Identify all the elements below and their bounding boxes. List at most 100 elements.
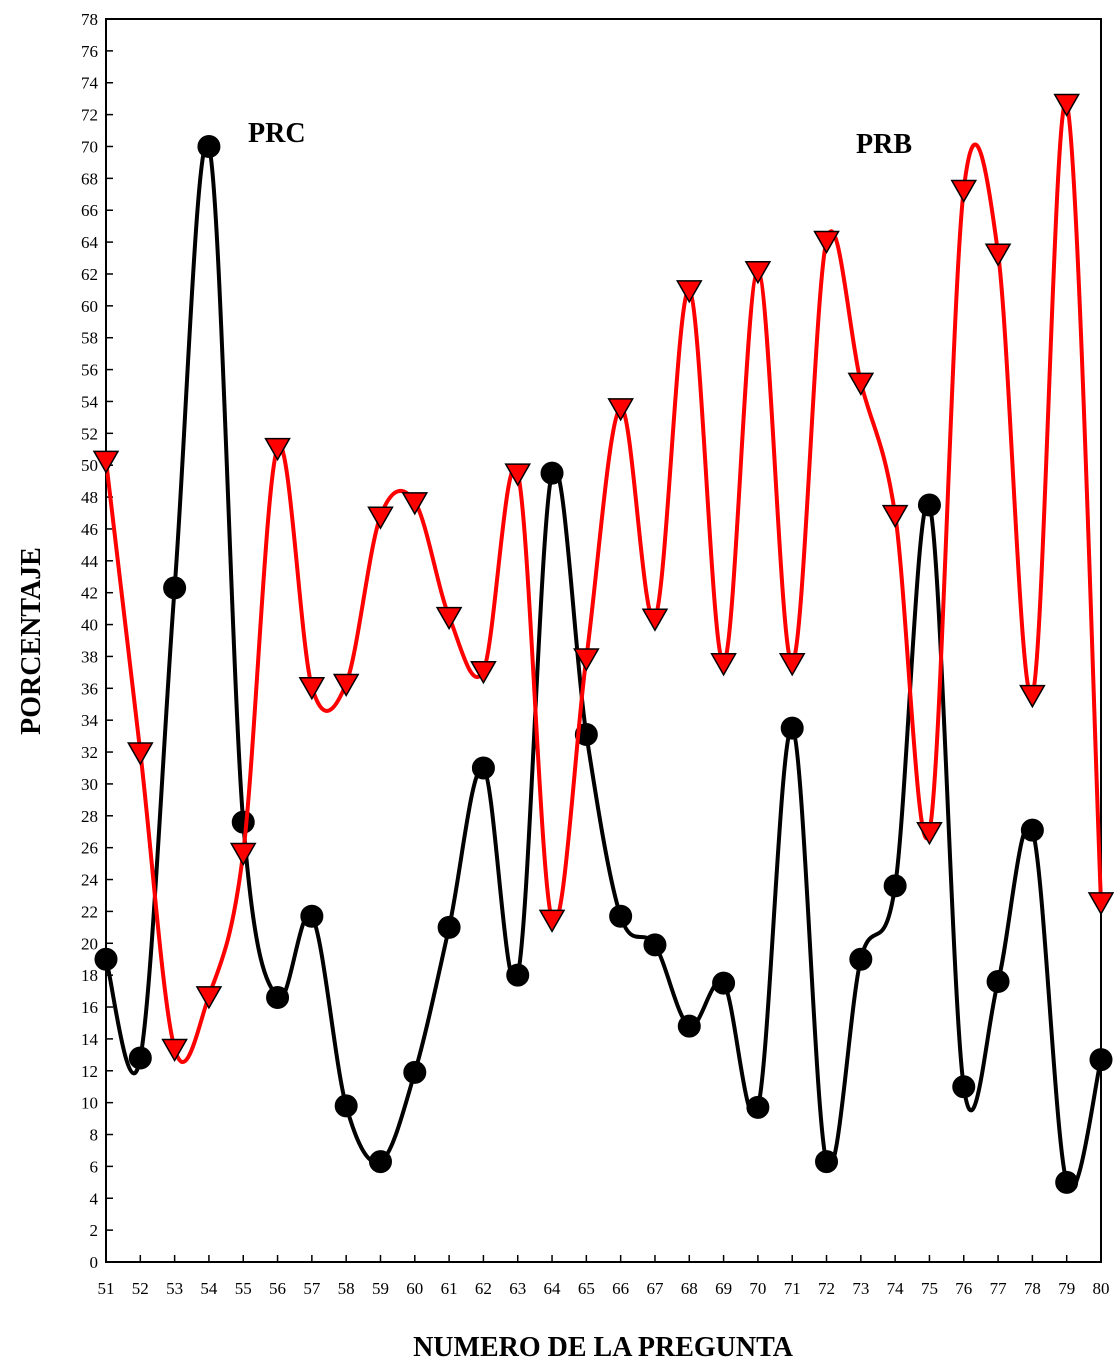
data-point-prb xyxy=(744,261,772,285)
data-point-prb xyxy=(1087,892,1114,916)
x-tick-label: 64 xyxy=(544,1279,562,1298)
x-axis-ticks: 51 52 53 54 55 56 57 58 59 60 61 62 63 64 65 66 67 68 69 70… xyxy=(98,1255,1110,1298)
x-tick-label: 77 xyxy=(990,1279,1008,1298)
y-tick-label: 70 xyxy=(81,137,98,156)
data-point-prc xyxy=(643,933,667,957)
y-tick-label: 72 xyxy=(81,106,98,125)
data-point-prc xyxy=(437,915,461,939)
plot-frame xyxy=(105,18,1102,1263)
data-point-prb xyxy=(1053,93,1080,117)
data-point-prc xyxy=(506,963,530,987)
data-point-prc xyxy=(403,1060,427,1084)
data-point-prc xyxy=(128,1046,152,1070)
x-tick-label: 56 xyxy=(269,1279,286,1298)
data-point-prc xyxy=(883,874,907,898)
data-point-prc xyxy=(917,493,941,517)
data-point-prb xyxy=(778,653,806,677)
y-tick-label: 54 xyxy=(81,392,99,411)
y-tick-label: 52 xyxy=(81,424,98,443)
data-point-prc xyxy=(334,1094,358,1118)
data-point-prb xyxy=(573,648,600,672)
data-point-prb xyxy=(984,243,1012,267)
data-point-prb xyxy=(332,673,360,698)
data-point-prb xyxy=(470,661,497,685)
y-axis-ticks: 0246810121416182022242628303234363840424… xyxy=(81,10,113,1272)
y-tick-label: 74 xyxy=(81,74,99,93)
y-tick-label: 20 xyxy=(81,934,98,953)
data-point-prc xyxy=(540,461,564,485)
y-axis-title: PORCENTAJE xyxy=(16,547,47,735)
x-tick-label: 65 xyxy=(578,1279,595,1298)
data-point-prc xyxy=(266,985,290,1009)
data-point-prc xyxy=(1055,1170,1079,1194)
x-tick-label: 69 xyxy=(715,1279,732,1298)
data-point-prb xyxy=(435,606,463,631)
data-point-prb xyxy=(229,842,257,866)
data-point-prc xyxy=(300,904,324,928)
y-tick-label: 26 xyxy=(81,839,98,858)
x-tick-label: 73 xyxy=(852,1279,869,1298)
data-point-prc xyxy=(94,947,118,971)
data-point-prb xyxy=(607,398,634,422)
data-point-prc xyxy=(609,904,633,928)
y-tick-label: 42 xyxy=(81,584,98,603)
data-point-prc xyxy=(197,134,221,158)
y-tick-label: 18 xyxy=(81,966,98,985)
y-tick-label: 56 xyxy=(81,361,98,380)
data-point-prc xyxy=(574,723,598,747)
data-point-prb xyxy=(847,372,875,396)
data-point-prc xyxy=(471,756,495,780)
x-tick-label: 63 xyxy=(509,1279,526,1298)
data-point-prb xyxy=(195,986,223,1010)
data-point-prc xyxy=(231,810,255,834)
data-point-prc xyxy=(952,1075,976,1099)
data-point-prb xyxy=(298,676,326,701)
y-tick-label: 60 xyxy=(81,297,98,316)
x-tick-label: 61 xyxy=(441,1279,458,1298)
series-label-prc: PRC xyxy=(248,118,306,149)
series-label-prb: PRB xyxy=(856,129,912,160)
x-tick-label: 59 xyxy=(372,1279,389,1298)
y-tick-label: 40 xyxy=(81,616,98,635)
y-tick-label: 66 xyxy=(81,201,98,220)
x-tick-label: 68 xyxy=(681,1279,698,1298)
series-line-prb xyxy=(104,100,1103,1064)
data-point-prb xyxy=(710,653,737,677)
x-tick-label: 54 xyxy=(200,1279,218,1298)
data-point-prc xyxy=(815,1150,839,1174)
y-tick-label: 24 xyxy=(81,871,99,890)
data-point-prb xyxy=(92,450,120,474)
y-tick-label: 68 xyxy=(81,169,98,188)
data-point-prc xyxy=(986,970,1010,994)
data-point-prc xyxy=(163,576,187,600)
y-tick-label: 6 xyxy=(90,1157,99,1176)
y-tick-label: 30 xyxy=(81,775,98,794)
data-point-prb xyxy=(264,437,291,462)
x-tick-label: 76 xyxy=(955,1279,972,1298)
y-tick-label: 58 xyxy=(81,329,98,348)
data-point-prb xyxy=(675,280,703,304)
series-line-prc xyxy=(104,141,1103,1191)
data-point-prc xyxy=(712,971,736,995)
data-point-prb xyxy=(881,504,909,529)
x-tick-label: 52 xyxy=(132,1279,149,1298)
y-tick-label: 76 xyxy=(81,42,98,61)
x-tick-label: 58 xyxy=(338,1279,355,1298)
y-tick-label: 62 xyxy=(81,265,98,284)
data-point-prc xyxy=(780,716,804,740)
data-point-prc xyxy=(1020,818,1044,842)
x-tick-label: 55 xyxy=(235,1279,252,1298)
y-tick-label: 22 xyxy=(81,902,98,921)
x-axis-title: NUMERO DE LA PREGUNTA xyxy=(413,1332,794,1362)
x-tick-label: 75 xyxy=(921,1279,938,1298)
x-tick-label: 66 xyxy=(612,1279,629,1298)
series-group xyxy=(92,93,1114,1194)
data-point-prb xyxy=(813,230,840,255)
x-tick-label: 80 xyxy=(1093,1279,1110,1298)
x-tick-label: 60 xyxy=(406,1279,423,1298)
data-point-prc xyxy=(746,1095,770,1119)
y-tick-label: 10 xyxy=(81,1094,98,1113)
y-tick-label: 16 xyxy=(81,998,98,1017)
x-tick-label: 72 xyxy=(818,1279,835,1298)
